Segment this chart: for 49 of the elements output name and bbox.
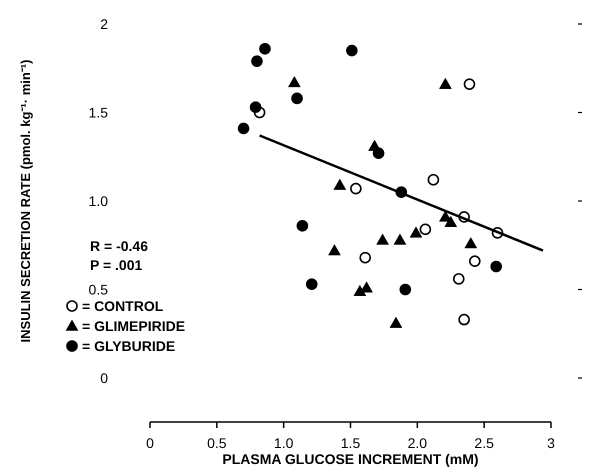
x-tick-label: 1.0 xyxy=(274,435,294,451)
legend-label: = GLIMEPIRIDE xyxy=(82,318,186,334)
y-tick-label: 1.0 xyxy=(88,193,108,209)
y-tick-label: 0 xyxy=(100,370,108,386)
y-axis-title: INSULIN SECRETION RATE (pmol. kg⁻¹· min⁻¹) xyxy=(18,60,33,342)
point xyxy=(238,122,250,134)
legend-label: = CONTROL xyxy=(82,298,164,314)
point xyxy=(306,278,318,290)
point xyxy=(469,255,481,267)
point xyxy=(464,78,476,90)
point xyxy=(259,42,271,55)
x-tick-label: 2.5 xyxy=(474,435,494,451)
x-tick-label: 0 xyxy=(146,435,154,451)
point xyxy=(394,234,406,245)
y-tick-label: 0.5 xyxy=(88,282,108,298)
y-tick-label: 1.5 xyxy=(88,104,108,120)
point xyxy=(452,273,465,285)
point xyxy=(250,101,262,113)
point xyxy=(372,147,384,160)
point xyxy=(346,44,358,56)
point xyxy=(439,78,452,89)
point xyxy=(328,244,341,256)
point xyxy=(420,224,432,236)
x-tick-label: 0.5 xyxy=(207,435,227,451)
x-axis-title: PLASMA GLUCOSE INCREMENT (mM) xyxy=(222,451,479,467)
point xyxy=(296,220,308,232)
point xyxy=(490,260,502,272)
point xyxy=(464,237,478,248)
point xyxy=(444,216,457,227)
point xyxy=(359,252,372,264)
point xyxy=(428,174,440,186)
x-tick-label: 3 xyxy=(547,435,556,451)
point xyxy=(334,178,346,190)
legend-label: = GLYBURIDE xyxy=(82,338,176,354)
text: R = -0.46 xyxy=(90,238,148,254)
point xyxy=(291,92,303,104)
point xyxy=(251,55,263,67)
point xyxy=(390,316,402,328)
point xyxy=(458,314,470,326)
point xyxy=(350,182,362,194)
point xyxy=(410,226,422,238)
point xyxy=(400,284,412,296)
point xyxy=(288,76,301,88)
x-tick-label: 1.5 xyxy=(340,435,360,451)
y-tick-label: 2 xyxy=(100,16,108,32)
x-tick-label: 2.0 xyxy=(408,435,428,451)
point xyxy=(354,285,366,296)
text: P = .001 xyxy=(90,257,142,273)
point xyxy=(376,234,389,245)
